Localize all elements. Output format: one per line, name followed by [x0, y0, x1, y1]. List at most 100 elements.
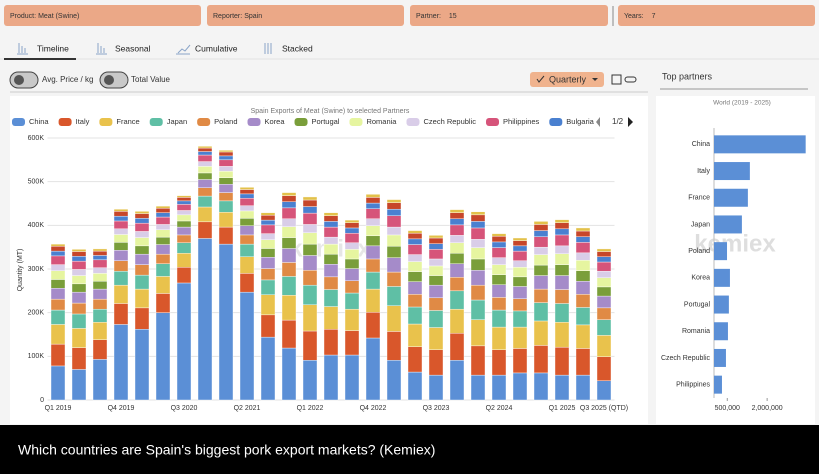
bar-segment — [533, 246, 549, 255]
bar-segment — [428, 297, 444, 311]
bar-segment — [323, 236, 339, 245]
bar-segment — [176, 214, 192, 222]
bar-segment — [281, 195, 297, 202]
bar — [714, 135, 806, 154]
bar — [714, 162, 750, 181]
filter-box[interactable] — [410, 5, 608, 26]
bar-segment — [449, 212, 465, 219]
bar-segment — [449, 218, 465, 226]
bar-segment — [596, 295, 612, 309]
bar-segment — [176, 210, 192, 216]
bar-segment — [407, 294, 423, 308]
bar-segment — [260, 219, 276, 226]
tab[interactable]: Timeline — [37, 43, 69, 53]
bar-segment — [134, 211, 150, 214]
bar-segment — [596, 270, 612, 278]
bar-segment — [512, 310, 528, 328]
bar-segment — [260, 314, 276, 338]
bar-segment — [92, 259, 108, 268]
bar-segment — [407, 232, 423, 240]
bar-segment — [113, 324, 129, 401]
category-label: Philippines — [676, 381, 710, 388]
export-icon[interactable] — [611, 74, 622, 85]
bar-segment — [323, 289, 339, 307]
bar-segment — [407, 346, 423, 373]
bar-segment — [344, 280, 360, 294]
bar-segment — [92, 281, 108, 290]
bar-segment — [512, 286, 528, 299]
bar-segment — [428, 310, 444, 328]
bar-segment — [92, 339, 108, 360]
filter-box[interactable] — [618, 5, 815, 26]
bar-segment — [176, 220, 192, 228]
bar-segment — [386, 234, 402, 247]
bar-segment — [134, 213, 150, 219]
bar-segment — [386, 331, 402, 361]
legend: China Italy France Japan Poland Korea Portugal… — [12, 117, 595, 126]
bar-segment — [155, 212, 171, 218]
toggle-label: Avg. Price / kg — [42, 75, 93, 84]
link-icon[interactable] — [624, 76, 637, 83]
legend-label: Philippines — [503, 117, 540, 126]
bar-segment — [281, 276, 297, 296]
bar-segment — [533, 264, 549, 276]
bar-segment — [113, 270, 129, 286]
bar-segment — [533, 302, 549, 322]
bar-segment — [239, 210, 255, 219]
bar-segment — [302, 199, 318, 207]
bar-segment — [596, 251, 612, 257]
tab[interactable]: Cumulative — [195, 43, 238, 53]
category-label: Japan — [691, 221, 710, 228]
bar-segment — [323, 276, 339, 290]
check-icon — [536, 75, 545, 83]
bar-segment — [260, 279, 276, 295]
filter-box[interactable] — [207, 5, 404, 26]
bar-segment — [281, 192, 297, 196]
bar-segment — [155, 293, 171, 313]
bar-segment — [71, 260, 87, 270]
bar-segment — [449, 332, 465, 361]
bar-segment — [134, 264, 150, 276]
bar-segment — [50, 298, 66, 311]
bar — [714, 295, 729, 314]
tab-icon — [264, 43, 272, 54]
bar-segment — [596, 307, 612, 320]
bar-segment — [533, 224, 549, 231]
legend-next[interactable] — [628, 117, 633, 127]
bar-segment — [596, 248, 612, 252]
filters: Product: Meat (Swine) Reporter: Spain Partne… — [10, 13, 656, 20]
bar-segment — [386, 215, 402, 228]
legend-prev[interactable] — [596, 117, 600, 127]
bar-segment — [596, 256, 612, 263]
bar-segment — [197, 151, 213, 156]
tab[interactable]: Stacked — [282, 43, 313, 53]
bar-segment — [260, 212, 276, 216]
bar-segment — [239, 205, 255, 212]
bar-segment — [365, 245, 381, 260]
bar-segment — [71, 302, 87, 315]
legend-swatch — [294, 118, 308, 126]
bar-segment — [575, 227, 591, 232]
bar-segment — [554, 275, 570, 290]
bar-segment — [386, 286, 402, 306]
bar-segment — [218, 200, 234, 213]
toggle-label: Total Value — [131, 75, 171, 84]
bar-segment — [218, 155, 234, 161]
bar-segment — [302, 232, 318, 245]
bar-segment — [176, 200, 192, 205]
bar-segment — [323, 226, 339, 238]
bar-segment — [281, 295, 297, 321]
bar-segment — [344, 227, 360, 234]
bar-segment — [365, 225, 381, 237]
tab-icons — [17, 43, 272, 55]
bar-segment — [470, 214, 486, 222]
bar-segment — [239, 198, 255, 206]
period-label: Quarterly — [549, 74, 587, 84]
bar-segment — [71, 313, 87, 329]
bar-segment — [575, 307, 591, 326]
tab[interactable]: Seasonal — [115, 43, 151, 53]
filter-box[interactable] — [4, 5, 201, 26]
period-button[interactable] — [530, 72, 604, 87]
bar-segment — [428, 327, 444, 350]
